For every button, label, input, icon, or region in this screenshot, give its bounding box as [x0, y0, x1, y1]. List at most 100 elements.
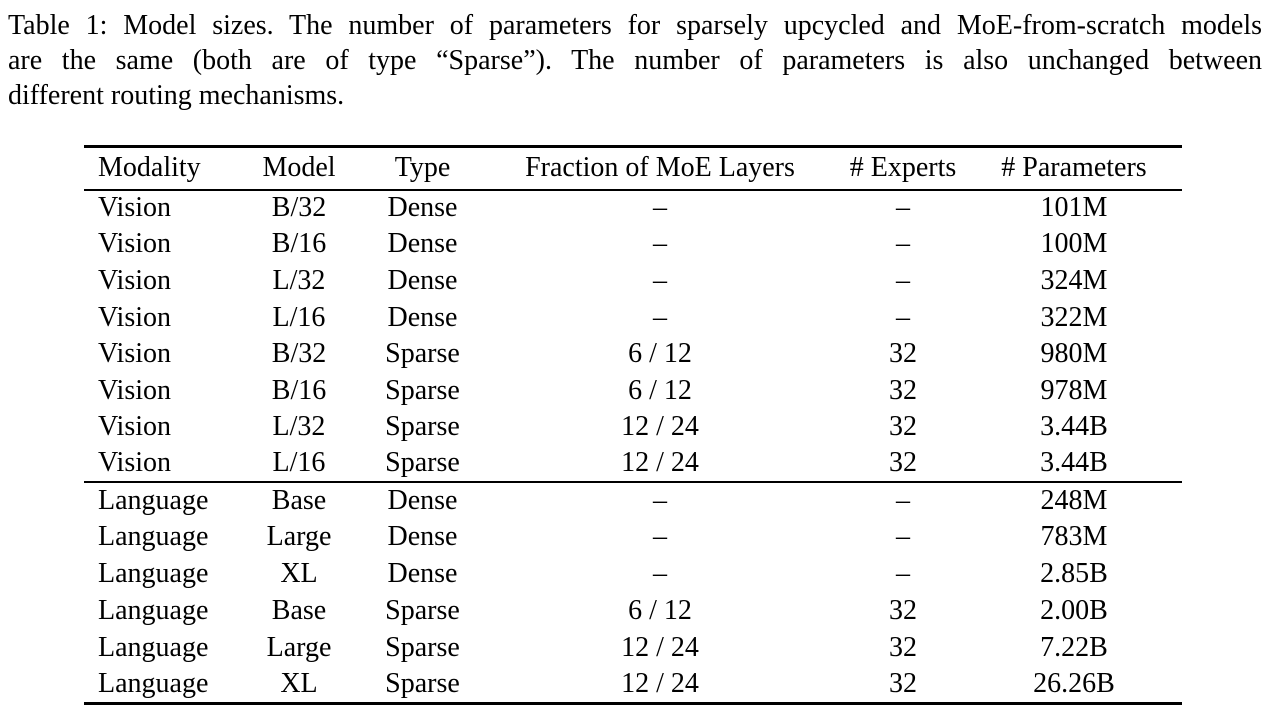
cell-modality: Vision: [98, 301, 171, 333]
cell-parameters: 324M: [1040, 264, 1108, 296]
cell-experts: 32: [889, 667, 917, 699]
cell-experts: –: [896, 192, 910, 224]
cell-modality: Vision: [98, 338, 171, 370]
cell-moe-fraction: –: [653, 228, 667, 260]
cell-experts: –: [896, 264, 910, 296]
table-row: Vision L/32 Dense – – 324M: [84, 263, 1182, 300]
header-row: Modality Model Type Fraction of MoE Laye…: [84, 147, 1182, 190]
table-row: Vision L/16 Sparse 12 / 24 32 3.44B: [84, 446, 1182, 483]
table-row: Language Base Dense – – 248M: [84, 482, 1182, 519]
cell-parameters: 2.00B: [1040, 595, 1108, 627]
cell-parameters: 100M: [1040, 228, 1108, 260]
header-moe-fraction: Fraction of MoE Layers: [525, 152, 795, 184]
table-row: Vision L/16 Dense – – 322M: [84, 299, 1182, 336]
model-sizes-table: Modality Model Type Fraction of MoE Laye…: [84, 145, 1182, 705]
cell-type: Dense: [387, 264, 458, 296]
cell-experts: –: [896, 485, 910, 517]
cell-parameters: 978M: [1040, 374, 1108, 406]
caption-line-2: are the same (both are of type “Sparse”)…: [8, 45, 1262, 76]
table-row: Vision B/32 Dense – – 101M: [84, 190, 1182, 227]
cell-moe-fraction: 12 / 24: [621, 447, 699, 479]
cell-model: L/32: [272, 411, 326, 443]
vision-section: Vision B/32 Dense – – 101M Vision B/16 D…: [84, 190, 1182, 483]
cell-modality: Vision: [98, 411, 171, 443]
cell-type: Sparse: [385, 338, 460, 370]
table-header: Modality Model Type Fraction of MoE Laye…: [84, 147, 1182, 190]
cell-type: Dense: [387, 301, 458, 333]
table-row: Vision L/32 Sparse 12 / 24 32 3.44B: [84, 409, 1182, 446]
cell-modality: Language: [98, 485, 209, 517]
cell-model: Base: [271, 485, 327, 517]
cell-moe-fraction: –: [653, 485, 667, 517]
cell-type: Sparse: [385, 447, 460, 479]
cell-modality: Vision: [98, 374, 171, 406]
cell-modality: Vision: [98, 447, 171, 479]
cell-model: B/16: [271, 228, 327, 260]
cell-experts: 32: [889, 447, 917, 479]
cell-type: Dense: [387, 558, 458, 590]
cell-experts: –: [896, 301, 910, 333]
cell-model: L/32: [272, 264, 326, 296]
cell-type: Sparse: [385, 631, 460, 663]
cell-modality: Language: [98, 521, 209, 553]
cell-moe-fraction: 12 / 24: [621, 631, 699, 663]
cell-modality: Language: [98, 595, 209, 627]
table-caption: Table 1: Model sizes. The number of para…: [8, 8, 1262, 113]
cell-type: Dense: [387, 192, 458, 224]
cell-model: Large: [266, 631, 332, 663]
caption-line-1: Table 1: Model sizes. The number of para…: [8, 10, 1262, 41]
cell-modality: Vision: [98, 192, 171, 224]
cell-model: XL: [280, 558, 318, 590]
cell-model: L/16: [272, 301, 326, 333]
cell-model: B/32: [271, 192, 327, 224]
cell-parameters: 101M: [1040, 192, 1108, 224]
cell-experts: –: [896, 228, 910, 260]
header-modality: Modality: [98, 152, 201, 184]
cell-model: B/16: [271, 374, 327, 406]
cell-type: Dense: [387, 228, 458, 260]
cell-parameters: 3.44B: [1040, 447, 1108, 479]
cell-moe-fraction: 6 / 12: [628, 595, 692, 627]
table-row: Language Large Dense – – 783M: [84, 519, 1182, 556]
cell-moe-fraction: 12 / 24: [621, 667, 699, 699]
cell-parameters: 26.26B: [1033, 667, 1115, 699]
cell-moe-fraction: –: [653, 301, 667, 333]
cell-modality: Language: [98, 631, 209, 663]
cell-modality: Language: [98, 558, 209, 590]
cell-moe-fraction: 6 / 12: [628, 374, 692, 406]
cell-model: B/32: [271, 338, 327, 370]
cell-parameters: 248M: [1040, 485, 1108, 517]
table-row: Language Large Sparse 12 / 24 32 7.22B: [84, 629, 1182, 666]
cell-parameters: 322M: [1040, 301, 1108, 333]
table-row: Language XL Dense – – 2.85B: [84, 556, 1182, 593]
cell-type: Sparse: [385, 411, 460, 443]
cell-modality: Language: [98, 667, 209, 699]
cell-model: Base: [271, 595, 327, 627]
cell-experts: –: [896, 558, 910, 590]
header-type: Type: [394, 152, 451, 184]
cell-parameters: 980M: [1040, 338, 1108, 370]
cell-parameters: 783M: [1040, 521, 1108, 553]
cell-parameters: 3.44B: [1040, 411, 1108, 443]
cell-modality: Vision: [98, 264, 171, 296]
cell-type: Dense: [387, 485, 458, 517]
cell-modality: Vision: [98, 228, 171, 260]
cell-model: L/16: [272, 447, 326, 479]
caption-line-3: different routing mechanisms.: [8, 80, 345, 111]
cell-type: Dense: [387, 521, 458, 553]
cell-model: Large: [266, 521, 332, 553]
cell-type: Sparse: [385, 374, 460, 406]
cell-experts: 32: [889, 411, 917, 443]
header-model: Model: [262, 152, 336, 184]
table-row: Vision B/32 Sparse 6 / 12 32 980M: [84, 336, 1182, 373]
cell-experts: 32: [889, 631, 917, 663]
table-row: Vision B/16 Sparse 6 / 12 32 978M: [84, 372, 1182, 409]
cell-experts: 32: [889, 374, 917, 406]
cell-experts: –: [896, 521, 910, 553]
cell-moe-fraction: –: [653, 264, 667, 296]
cell-moe-fraction: –: [653, 521, 667, 553]
language-section: Language Base Dense – – 248M Language La…: [84, 482, 1182, 703]
cell-parameters: 7.22B: [1040, 631, 1108, 663]
header-experts: # Experts: [849, 152, 957, 184]
